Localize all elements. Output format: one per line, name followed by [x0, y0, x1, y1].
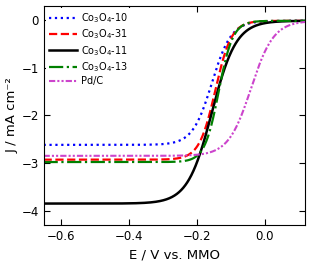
Co$_3$O$_4$-13	[248, 21, 252, 24]
Co$_3$O$_4$-10	[248, 22, 252, 25]
Co$_3$O$_4$-11	[162, 198, 166, 202]
Co$_3$O$_4$-11	[304, 19, 307, 22]
Co$_3$O$_4$-13	[296, 19, 300, 22]
Co$_3$O$_4$-11	[42, 202, 45, 205]
Line: Pd/C: Pd/C	[44, 22, 305, 156]
Legend: Co$_3$O$_4$-10, Co$_3$O$_4$-31, Co$_3$O$_4$-11, Co$_3$O$_4$-13, Pd/C: Co$_3$O$_4$-10, Co$_3$O$_4$-31, Co$_3$O$…	[46, 9, 132, 89]
Line: Co$_3$O$_4$-31: Co$_3$O$_4$-31	[44, 21, 305, 160]
Pd/C	[248, 91, 252, 94]
Co$_3$O$_4$-13	[169, 160, 173, 163]
Co$_3$O$_4$-10	[42, 143, 45, 147]
X-axis label: E / V vs. MMO: E / V vs. MMO	[129, 249, 220, 261]
Line: Co$_3$O$_4$-11: Co$_3$O$_4$-11	[44, 21, 305, 203]
Line: Co$_3$O$_4$-13: Co$_3$O$_4$-13	[44, 21, 305, 162]
Co$_3$O$_4$-10	[304, 19, 307, 22]
Co$_3$O$_4$-31	[55, 158, 59, 161]
Co$_3$O$_4$-11	[55, 202, 59, 205]
Co$_3$O$_4$-13	[304, 19, 307, 22]
Pd/C	[55, 154, 59, 158]
Co$_3$O$_4$-10	[296, 19, 299, 22]
Pd/C	[296, 21, 299, 25]
Y-axis label: J / mA cm⁻²: J / mA cm⁻²	[6, 77, 19, 153]
Co$_3$O$_4$-13	[55, 160, 59, 164]
Co$_3$O$_4$-13	[296, 19, 299, 22]
Co$_3$O$_4$-31	[296, 19, 300, 22]
Pd/C	[169, 154, 173, 157]
Line: Co$_3$O$_4$-10: Co$_3$O$_4$-10	[44, 21, 305, 145]
Co$_3$O$_4$-31	[169, 158, 173, 161]
Co$_3$O$_4$-10	[296, 19, 300, 22]
Co$_3$O$_4$-31	[162, 158, 166, 161]
Co$_3$O$_4$-10	[169, 142, 173, 145]
Co$_3$O$_4$-31	[248, 21, 252, 24]
Co$_3$O$_4$-10	[162, 142, 166, 146]
Co$_3$O$_4$-11	[248, 27, 252, 30]
Co$_3$O$_4$-31	[296, 19, 299, 22]
Co$_3$O$_4$-11	[169, 196, 173, 199]
Pd/C	[42, 154, 45, 158]
Pd/C	[162, 154, 166, 157]
Co$_3$O$_4$-10	[55, 143, 59, 147]
Pd/C	[304, 20, 307, 23]
Co$_3$O$_4$-31	[304, 19, 307, 22]
Co$_3$O$_4$-11	[296, 19, 300, 23]
Pd/C	[296, 21, 300, 25]
Co$_3$O$_4$-13	[42, 160, 45, 164]
Co$_3$O$_4$-11	[296, 19, 299, 23]
Co$_3$O$_4$-31	[42, 158, 45, 161]
Co$_3$O$_4$-13	[162, 160, 166, 164]
